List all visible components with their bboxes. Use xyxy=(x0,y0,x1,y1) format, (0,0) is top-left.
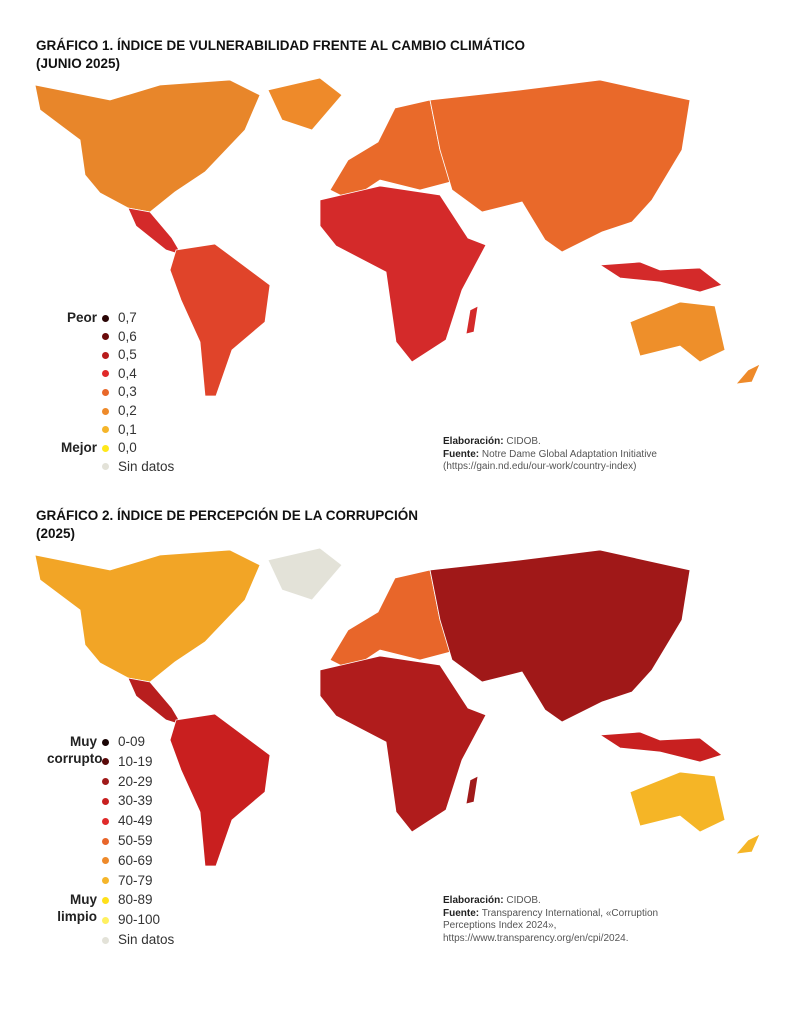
credit-label: Elaboración: xyxy=(443,895,504,906)
legend-swatch xyxy=(102,936,109,944)
source-label: Fuente: xyxy=(443,907,480,919)
legend-swatch xyxy=(102,817,109,825)
legend-swatch xyxy=(102,351,109,359)
legend-label: Sin datos xyxy=(118,932,175,947)
region-aus xyxy=(629,771,726,833)
legend-label: 10-19 xyxy=(118,753,153,769)
legend-label: 0,0 xyxy=(118,440,137,456)
legend-swatch xyxy=(102,463,109,471)
legend-bottom-label: Mejor xyxy=(60,440,97,456)
source: Notre Dame Global Adaptation Initiative … xyxy=(443,448,657,473)
legend-label: 0,4 xyxy=(118,365,137,381)
region-mad xyxy=(465,775,479,805)
region-indo xyxy=(598,731,723,763)
region-nz xyxy=(735,833,761,855)
region-indo xyxy=(598,261,723,293)
source: Transparency International, «Corruption … xyxy=(443,907,659,944)
legend-swatch xyxy=(102,778,109,786)
legend-swatch xyxy=(102,738,109,746)
legend-label: 0-09 xyxy=(118,734,146,749)
region-asia xyxy=(429,549,691,723)
region-afr xyxy=(319,655,487,833)
legend-swatch xyxy=(102,314,109,322)
legend-label: 50-59 xyxy=(118,833,153,848)
legend-swatch xyxy=(102,333,109,341)
legend-label: 20-29 xyxy=(118,773,153,789)
region-nz xyxy=(735,363,761,385)
region-afr xyxy=(319,185,487,363)
legend-label: 30-39 xyxy=(118,793,153,809)
legend-label: 0,6 xyxy=(118,328,137,344)
legend-label: 0,5 xyxy=(118,347,137,363)
map-title: GRÁFICO 1. ÍNDICE DE VULNERABILIDAD FREN… xyxy=(36,38,525,53)
region-na xyxy=(34,549,261,683)
credit-label: Elaboración: xyxy=(443,436,504,447)
map-title: GRÁFICO 2. ÍNDICE DE PERCEPCIÓN DE LA CO… xyxy=(36,508,419,523)
legend-label: 0,2 xyxy=(118,403,137,418)
legend-label: 0,7 xyxy=(118,310,137,325)
legend-swatch xyxy=(102,370,109,378)
legend-top-label: Peor xyxy=(66,310,97,325)
region-green xyxy=(267,547,343,601)
credits: Elaboración: CIDOB. Fuente: Notre Dame Gl… xyxy=(443,436,713,474)
legend-swatch xyxy=(102,407,109,415)
legend-label: 60-69 xyxy=(118,852,153,868)
region-sa xyxy=(169,243,271,397)
legend-label: Sin datos xyxy=(118,458,175,474)
region-mad xyxy=(465,305,479,335)
legend-swatch xyxy=(102,896,109,904)
region-green xyxy=(267,77,343,131)
region-na xyxy=(34,79,261,213)
region-cam xyxy=(127,677,183,726)
region-sa xyxy=(169,713,271,867)
legend-swatch xyxy=(102,797,109,805)
credits: Elaboración: CIDOB. Fuente: Transparency … xyxy=(443,895,713,945)
world-map xyxy=(34,77,761,397)
credit: CIDOB. xyxy=(506,895,541,906)
legend-swatch xyxy=(102,857,109,865)
legend-top-label: Muy corrupto xyxy=(47,734,103,766)
credit: CIDOB. xyxy=(506,436,541,447)
region-aus xyxy=(629,301,726,363)
legend-label: 80-89 xyxy=(118,892,153,908)
legend-swatch xyxy=(102,877,109,885)
legend-label: 90-100 xyxy=(118,912,161,928)
map-subtitle: (JUNIO 2025) xyxy=(36,56,121,71)
legend-bottom-label: Muy limpio xyxy=(57,892,97,925)
source-label: Fuente: xyxy=(443,448,480,460)
legend-label: 0,1 xyxy=(118,421,137,437)
legend-label: 40-49 xyxy=(118,813,153,829)
legend-swatch xyxy=(102,916,109,924)
legend-label: 0,3 xyxy=(118,384,137,400)
world-map xyxy=(34,547,761,867)
legend-swatch xyxy=(102,444,109,452)
legend-swatch xyxy=(102,388,109,396)
map-subtitle: (2025) xyxy=(36,526,76,541)
legend-label: 70-79 xyxy=(118,872,153,888)
region-cam xyxy=(127,207,183,256)
region-asia xyxy=(429,79,691,253)
legend-swatch xyxy=(102,758,109,766)
legend-swatch xyxy=(102,426,109,434)
legend-swatch xyxy=(102,837,109,845)
